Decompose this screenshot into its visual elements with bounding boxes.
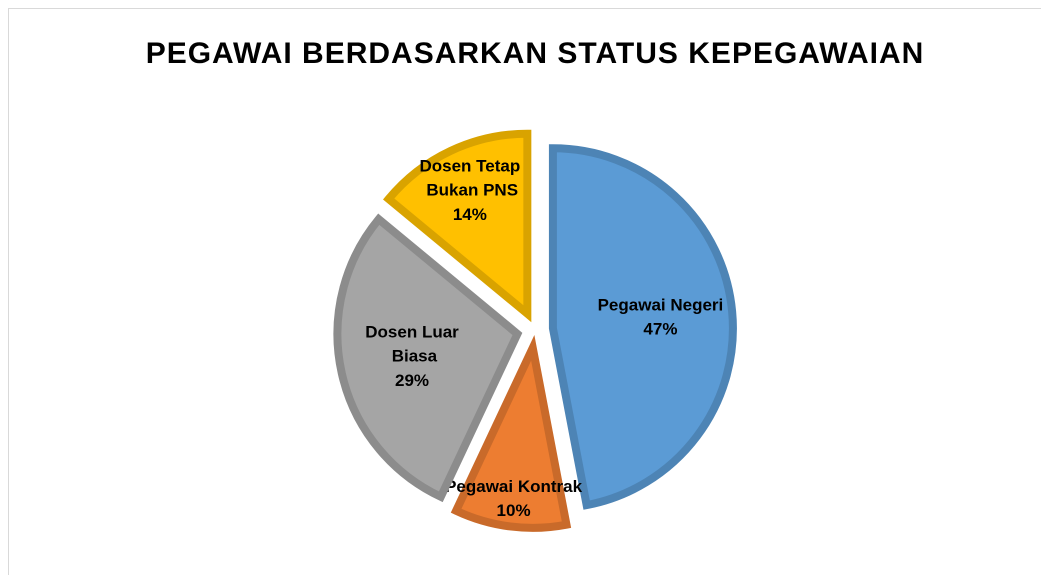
- slice-category-label: Dosen Luar Biasa: [365, 323, 459, 366]
- slice-value-label: 47%: [643, 320, 677, 339]
- pie-slice: [333, 213, 523, 503]
- slice-category-label: Pegawai Negeri: [598, 296, 724, 315]
- slice-value-label: 14%: [453, 205, 487, 224]
- pie-slice: [383, 129, 532, 323]
- slice-category-label: Dosen Tetap Bukan PNS: [419, 157, 520, 200]
- slice-category-label: Pegawai Kontrak: [445, 477, 583, 496]
- slice-value-label: 10%: [497, 501, 531, 520]
- chart-title: PEGAWAI BERDASARKAN STATUS KEPEGAWAIAN: [146, 37, 925, 70]
- pie-slice: [450, 335, 572, 532]
- slice-value-label: 29%: [395, 371, 429, 390]
- pie-slice: [548, 144, 737, 510]
